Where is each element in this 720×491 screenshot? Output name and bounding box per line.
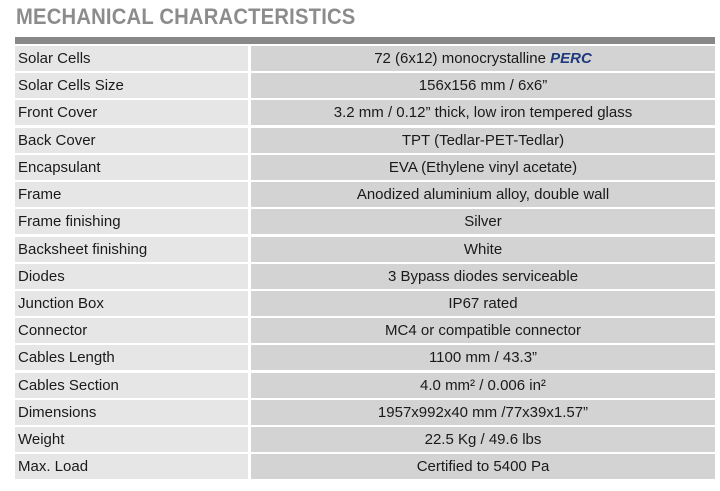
table-row: Backsheet finishing White <box>15 236 715 262</box>
row-label: Back Cover <box>15 127 248 153</box>
table-row: Cables Length 1100 mm / 43.3” <box>15 345 715 371</box>
table-row: Solar Cells 72 (6x12) monocrystalline PE… <box>15 46 715 71</box>
row-value: 156x156 mm / 6x6” <box>251 73 715 99</box>
row-label: Solar Cells <box>15 46 248 71</box>
row-value: 1100 mm / 43.3” <box>251 345 715 371</box>
row-value: TPT (Tedlar-PET-Tedlar) <box>251 127 715 153</box>
perc-highlight: PERC <box>550 50 592 67</box>
row-label: Solar Cells Size <box>15 73 248 99</box>
title-divider <box>15 37 715 44</box>
row-label: Frame <box>15 182 248 208</box>
table-row: Frame Anodized aluminium alloy, double w… <box>15 182 715 208</box>
table-row: Connector MC4 or compatible connector <box>15 318 715 344</box>
characteristics-table: Solar Cells 72 (6x12) monocrystalline PE… <box>15 46 715 482</box>
row-value: 22.5 Kg / 49.6 lbs <box>251 427 715 453</box>
table-row: Diodes 3 Bypass diodes serviceable <box>15 263 715 289</box>
row-value: MC4 or compatible connector <box>251 318 715 344</box>
row-value: IP67 rated <box>251 290 715 316</box>
row-value: EVA (Ethylene vinyl acetate) <box>251 154 715 180</box>
row-label: Diodes <box>15 263 248 289</box>
row-value: Certified to 5400 Pa <box>251 454 715 480</box>
row-label: Max. Load <box>15 454 248 480</box>
table-row: Cables Section 4.0 mm² / 0.006 in² <box>15 372 715 398</box>
table-row: Solar Cells Size 156x156 mm / 6x6” <box>15 73 715 99</box>
row-label: Cables Length <box>15 345 248 371</box>
section-title: MECHANICAL CHARACTERISTICS <box>16 4 356 29</box>
table-row: Back Cover TPT (Tedlar-PET-Tedlar) <box>15 127 715 153</box>
table-row: Max. Load Certified to 5400 Pa <box>15 454 715 480</box>
row-value: Anodized aluminium alloy, double wall <box>251 182 715 208</box>
table-row: Weight 22.5 Kg / 49.6 lbs <box>15 427 715 453</box>
table-row: Frame finishing Silver <box>15 209 715 235</box>
row-label: Backsheet finishing <box>15 236 248 262</box>
row-value: 72 (6x12) monocrystalline PERC <box>251 46 715 71</box>
table-row: Dimensions 1957x992x40 mm /77x39x1.57” <box>15 399 715 425</box>
table-row: Encapsulant EVA (Ethylene vinyl acetate) <box>15 154 715 180</box>
table-row: Junction Box IP67 rated <box>15 290 715 316</box>
row-label: Connector <box>15 318 248 344</box>
row-label: Weight <box>15 427 248 453</box>
row-label: Dimensions <box>15 399 248 425</box>
row-value: 1957x992x40 mm /77x39x1.57” <box>251 399 715 425</box>
row-label: Encapsulant <box>15 154 248 180</box>
row-value: White <box>251 236 715 262</box>
row-label: Cables Section <box>15 372 248 398</box>
row-value: 4.0 mm² / 0.006 in² <box>251 372 715 398</box>
row-value: Silver <box>251 209 715 235</box>
row-label: Front Cover <box>15 100 248 126</box>
row-value: 3 Bypass diodes serviceable <box>251 263 715 289</box>
row-label: Junction Box <box>15 290 248 316</box>
row-value: 3.2 mm / 0.12” thick, low iron tempered … <box>251 100 715 126</box>
row-label: Frame finishing <box>15 209 248 235</box>
row-value-text: 72 (6x12) monocrystalline <box>374 50 546 67</box>
table-row: Front Cover 3.2 mm / 0.12” thick, low ir… <box>15 100 715 126</box>
